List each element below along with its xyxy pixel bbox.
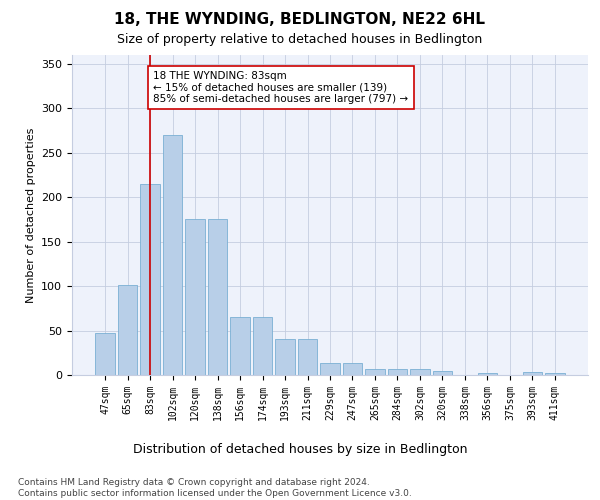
- Bar: [275, 340, 295, 375]
- Bar: [230, 317, 250, 375]
- Bar: [365, 369, 385, 375]
- Y-axis label: Number of detached properties: Number of detached properties: [26, 128, 35, 302]
- Bar: [163, 135, 182, 375]
- Bar: [343, 364, 362, 375]
- Bar: [185, 220, 205, 375]
- Bar: [545, 373, 565, 375]
- Text: 18, THE WYNDING, BEDLINGTON, NE22 6HL: 18, THE WYNDING, BEDLINGTON, NE22 6HL: [115, 12, 485, 28]
- Bar: [298, 340, 317, 375]
- Bar: [433, 372, 452, 375]
- Text: Distribution of detached houses by size in Bedlington: Distribution of detached houses by size …: [133, 442, 467, 456]
- Bar: [118, 285, 137, 375]
- Bar: [523, 372, 542, 375]
- Bar: [253, 317, 272, 375]
- Bar: [208, 220, 227, 375]
- Text: Contains HM Land Registry data © Crown copyright and database right 2024.
Contai: Contains HM Land Registry data © Crown c…: [18, 478, 412, 498]
- Bar: [410, 369, 430, 375]
- Bar: [95, 333, 115, 375]
- Bar: [320, 364, 340, 375]
- Bar: [388, 369, 407, 375]
- Text: Size of property relative to detached houses in Bedlington: Size of property relative to detached ho…: [118, 32, 482, 46]
- Bar: [478, 373, 497, 375]
- Text: 18 THE WYNDING: 83sqm
← 15% of detached houses are smaller (139)
85% of semi-det: 18 THE WYNDING: 83sqm ← 15% of detached …: [154, 71, 409, 104]
- Bar: [140, 184, 160, 375]
